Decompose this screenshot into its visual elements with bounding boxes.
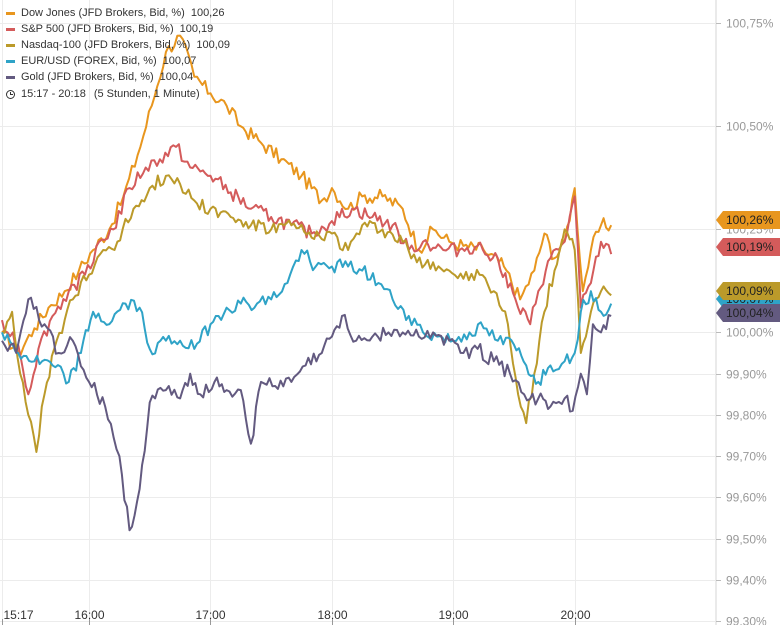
legend-label: S&P 500 (JFD Brokers, Bid, %)	[21, 23, 174, 35]
y-tick-label: 100,00%	[726, 326, 774, 340]
y-tick-label: 99,50%	[726, 533, 767, 547]
y-tick-label: 99,40%	[726, 574, 767, 588]
clock-icon	[6, 89, 15, 99]
legend-item-sp500[interactable]: S&P 500 (JFD Brokers, Bid, %) 100,19	[6, 21, 230, 37]
legend-swatch	[6, 43, 15, 47]
x-tick-label: 15:17	[4, 608, 34, 622]
last-value-tag-label: 100,04%	[726, 306, 774, 320]
last-value-tag-bg	[716, 238, 780, 256]
legend-swatch	[6, 11, 15, 15]
last-value-tag-label: 100,09%	[726, 284, 774, 298]
series-line	[1, 174, 612, 453]
legend-value: 100,07	[162, 55, 197, 67]
last-value-tag: 100,09%	[716, 282, 780, 300]
series-line	[1, 296, 612, 532]
y-tick-label: 99,30%	[726, 615, 767, 625]
y-tick-label: 99,70%	[726, 450, 767, 464]
x-axis: 15:17 16:00 17:00 18:00 19:00 20:00	[2, 608, 591, 625]
y-tick-label: 100,50%	[726, 120, 774, 134]
series-lines	[1, 34, 613, 532]
series-line	[1, 249, 613, 386]
x-tick-label: 17:00	[195, 608, 225, 622]
y-tick-label: 99,80%	[726, 409, 767, 423]
legend-value: 100,09	[196, 39, 230, 51]
legend-label: EUR/USD (FOREX, Bid, %)	[21, 55, 157, 67]
last-value-tag-bg	[716, 304, 780, 322]
last-value-tag: 100,04%	[716, 304, 780, 322]
x-tick-label: 18:00	[317, 608, 347, 622]
last-value-tag-bg	[716, 211, 780, 229]
time-range-row: 15:17 - 20:18 (5 Stunden, 1 Minute)	[6, 86, 230, 102]
series-line	[1, 143, 613, 396]
legend-label: Dow Jones (JFD Brokers, Bid, %)	[21, 7, 185, 19]
legend-value: 100,04	[159, 71, 194, 83]
chart-legend: Dow Jones (JFD Brokers, Bid, %) 100,26 S…	[6, 5, 230, 102]
y-tick-label: 99,60%	[726, 491, 767, 505]
last-value-tag: 100,26%	[716, 211, 780, 229]
legend-value: 100,19	[179, 23, 214, 35]
last-value-tag: 100,19%	[716, 238, 780, 256]
legend-item-gold[interactable]: Gold (JFD Brokers, Bid, %) 100,04	[6, 69, 230, 85]
legend-swatch	[6, 75, 15, 79]
time-range: 15:17 - 20:18	[21, 88, 86, 100]
x-tick-label: 16:00	[74, 608, 104, 622]
y-tick-label: 99,90%	[726, 368, 767, 382]
legend-label: Gold (JFD Brokers, Bid, %)	[21, 71, 154, 83]
last-value-tag-label: 100,26%	[726, 213, 774, 227]
chart-grid	[0, 0, 717, 625]
x-tick-label: 20:00	[560, 608, 590, 622]
series-line	[1, 34, 613, 356]
legend-swatch	[6, 27, 15, 31]
legend-item-eurusd[interactable]: EUR/USD (FOREX, Bid, %) 100,07	[6, 53, 230, 69]
x-tick-label: 19:00	[438, 608, 468, 622]
last-value-tag-label: 100,19%	[726, 240, 774, 254]
legend-item-dow-jones[interactable]: Dow Jones (JFD Brokers, Bid, %) 100,26	[6, 5, 230, 21]
time-interval: (5 Stunden, 1 Minute)	[93, 88, 200, 100]
legend-item-nasdaq100[interactable]: Nasdaq-100 (JFD Brokers, Bid, %) 100,09	[6, 37, 230, 53]
legend-value: 100,26	[190, 7, 225, 19]
last-value-tags: 100,26%100,19%100,07%100,09%100,04%	[716, 211, 780, 322]
legend-swatch	[6, 59, 15, 63]
legend-label: Nasdaq-100 (JFD Brokers, Bid, %)	[21, 39, 191, 51]
last-value-tag-bg	[716, 282, 780, 300]
y-tick-label: 100,75%	[726, 17, 774, 31]
